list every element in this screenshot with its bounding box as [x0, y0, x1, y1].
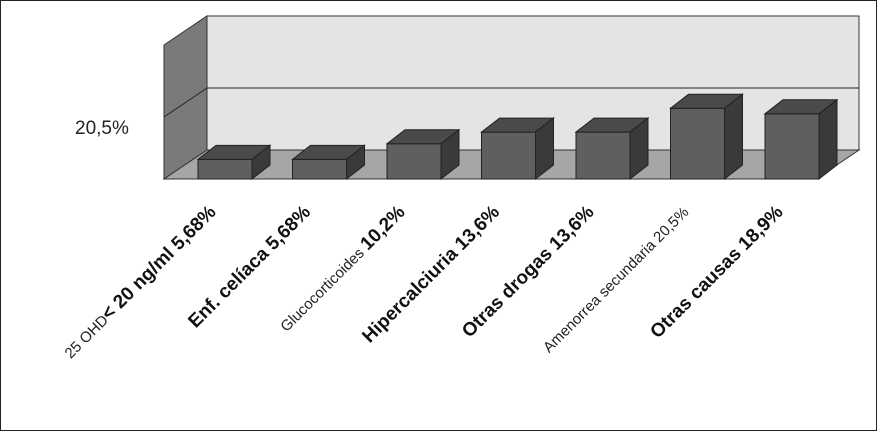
category-label-bold: 10,2% [357, 202, 410, 255]
bar-side [535, 117, 554, 181]
y-axis: 20,5% [75, 118, 129, 139]
bar [385, 128, 461, 181]
bar-side [346, 144, 365, 181]
category-label: 25 OHD< 20 ng/ml 5,68% [59, 202, 220, 363]
bar-side [251, 144, 271, 181]
y-tick-label: 20,5% [75, 118, 129, 139]
bar [291, 144, 366, 181]
bar [480, 117, 555, 181]
bar-side [440, 128, 460, 181]
bar [574, 117, 650, 181]
bar-front [386, 143, 442, 180]
bar-front [481, 131, 536, 180]
gridline-side [163, 87, 208, 118]
bar [669, 93, 744, 181]
bar-front [575, 131, 631, 180]
category-label-prefix: 25 OHD [62, 312, 112, 362]
bar-side [818, 98, 838, 181]
bar-front [197, 158, 253, 180]
bar [196, 144, 272, 181]
bar-front [292, 158, 347, 180]
category-labels: 25 OHD< 20 ng/ml 5,68%Enf. celíaca 5,68%… [59, 202, 788, 363]
bar-side [724, 93, 743, 181]
bar-front [670, 107, 725, 180]
bar [763, 98, 839, 181]
bars [196, 93, 839, 181]
bar-side [629, 117, 649, 181]
category-label-prefix: Glucocorticoides [277, 242, 370, 335]
bar-front [764, 113, 820, 180]
